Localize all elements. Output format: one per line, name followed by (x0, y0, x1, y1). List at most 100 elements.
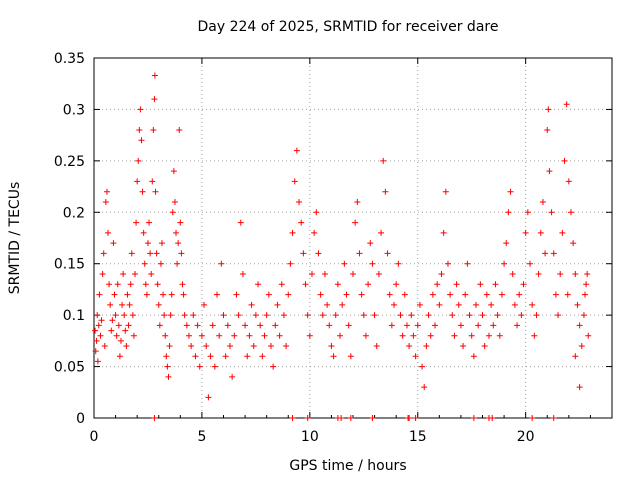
data-point (134, 178, 141, 185)
data-point (449, 312, 456, 319)
data-point (119, 301, 126, 308)
data-point (248, 301, 255, 308)
data-point (304, 415, 311, 421)
data-point (126, 301, 133, 308)
data-point (466, 312, 473, 319)
data-point (106, 281, 113, 288)
data-point (141, 260, 148, 267)
data-point (311, 229, 318, 236)
data-point (403, 322, 410, 329)
data-point (395, 260, 402, 267)
data-point (259, 353, 266, 360)
data-point (585, 332, 592, 339)
data-point (128, 250, 135, 257)
data-point (231, 332, 238, 339)
data-point (122, 327, 129, 334)
data-point (158, 240, 165, 247)
data-point (505, 209, 512, 216)
data-point (132, 271, 139, 277)
data-point (283, 343, 290, 349)
data-point (583, 281, 590, 288)
data-point (166, 343, 173, 349)
data-point (468, 332, 475, 339)
data-point (155, 301, 162, 308)
data-point (358, 291, 365, 298)
data-point (455, 301, 462, 308)
data-point (388, 322, 395, 329)
data-point (153, 250, 160, 257)
data-point (123, 343, 130, 349)
data-point (216, 332, 223, 339)
data-point (464, 260, 471, 267)
data-point (130, 332, 137, 339)
data-point (162, 332, 169, 339)
grid-layer (94, 58, 612, 418)
data-point (94, 358, 101, 365)
data-point (289, 415, 296, 421)
data-point (308, 271, 315, 277)
data-point (451, 332, 458, 339)
data-point (274, 301, 281, 308)
data-point (150, 127, 157, 133)
data-point (156, 322, 163, 329)
data-point (423, 343, 430, 349)
data-point (406, 343, 413, 349)
data-point (332, 312, 339, 319)
data-point (552, 291, 559, 298)
data-point (546, 168, 553, 175)
data-point (470, 353, 477, 360)
data-point (138, 137, 145, 144)
data-point (144, 240, 151, 247)
data-point (101, 343, 108, 349)
data-point (181, 312, 188, 319)
data-point (147, 250, 154, 257)
data-point (95, 322, 102, 329)
data-point (386, 291, 393, 298)
data-point (96, 291, 103, 298)
data-point (518, 312, 525, 319)
data-point (412, 353, 419, 360)
data-point (229, 373, 236, 380)
data-point (371, 312, 378, 319)
data-point (555, 312, 562, 319)
data-point (296, 199, 303, 205)
data-point (475, 322, 482, 329)
data-point (102, 199, 109, 205)
data-point (572, 353, 579, 360)
data-point (170, 168, 177, 175)
data-point (453, 281, 460, 288)
data-point (419, 363, 426, 370)
data-point (177, 219, 184, 226)
data-point (103, 188, 110, 195)
data-point (514, 322, 521, 329)
data-point (393, 281, 400, 288)
data-point (179, 281, 186, 288)
data-point (539, 199, 546, 205)
x-tick-label: 5 (197, 429, 206, 445)
data-point (92, 327, 99, 334)
data-point (188, 343, 195, 349)
data-point (524, 209, 531, 216)
data-point (337, 332, 344, 339)
data-point (548, 209, 555, 216)
data-point (137, 106, 144, 113)
data-point (526, 260, 533, 267)
data-point (165, 373, 172, 380)
data-point (516, 291, 523, 298)
data-point (537, 229, 544, 236)
data-point (261, 332, 268, 339)
data-point (501, 260, 508, 267)
data-point (544, 127, 551, 133)
data-point (203, 343, 210, 349)
data-point (235, 312, 242, 319)
data-point (410, 332, 417, 339)
data-point (218, 260, 225, 267)
data-point (116, 353, 123, 360)
data-point (108, 327, 115, 334)
data-point (509, 271, 516, 277)
data-point (276, 332, 283, 339)
data-point (140, 229, 147, 236)
data-point (582, 291, 589, 298)
data-point (280, 312, 287, 319)
